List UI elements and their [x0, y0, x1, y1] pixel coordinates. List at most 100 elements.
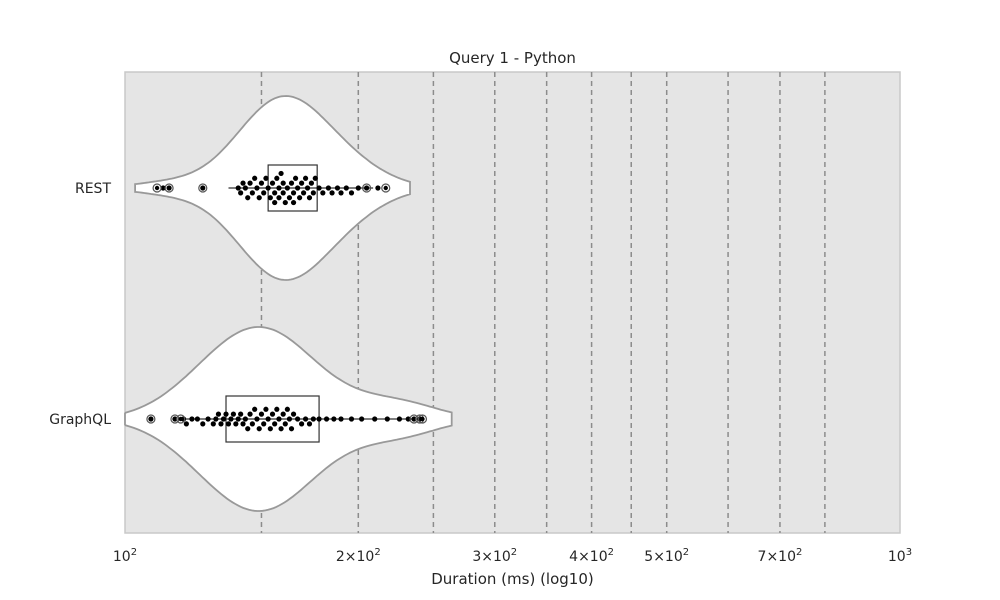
- data-point: [261, 190, 267, 196]
- y-category-label: REST: [75, 181, 111, 197]
- data-point: [269, 411, 276, 417]
- data-point: [249, 421, 255, 427]
- data-point: [295, 416, 301, 422]
- data-point: [290, 411, 297, 417]
- data-point: [282, 421, 288, 427]
- data-point: [267, 426, 273, 432]
- x-tick-label: 2×102: [336, 547, 381, 565]
- data-point: [302, 416, 309, 422]
- data-point: [286, 416, 293, 422]
- data-point: [300, 190, 307, 196]
- data-point: [310, 190, 316, 196]
- data-point: [252, 406, 258, 412]
- data-point: [215, 411, 222, 417]
- data-point: [274, 406, 280, 412]
- data-point: [348, 416, 355, 422]
- x-tick-label: 3×102: [472, 547, 517, 565]
- data-point: [306, 421, 313, 427]
- outlier-dot: [383, 185, 388, 191]
- data-point: [299, 180, 305, 186]
- x-axis-label: Duration (ms) (log10): [431, 570, 593, 588]
- outlier-dot: [200, 185, 205, 191]
- data-point: [183, 421, 189, 427]
- data-point: [306, 195, 313, 201]
- data-point: [225, 421, 232, 427]
- data-point: [228, 416, 234, 422]
- data-point: [320, 190, 326, 196]
- x-tick-label: 7×102: [758, 547, 803, 565]
- data-point: [334, 185, 341, 191]
- data-point: [210, 421, 216, 427]
- data-point: [245, 195, 251, 201]
- data-point: [258, 180, 265, 186]
- x-tick-label: 102: [113, 547, 137, 565]
- data-point: [308, 180, 315, 186]
- data-point: [348, 190, 355, 196]
- data-point: [312, 175, 318, 181]
- data-point: [284, 185, 290, 191]
- data-point: [329, 190, 335, 196]
- data-point: [272, 190, 278, 196]
- chart-title: Query 1 - Python: [449, 49, 576, 67]
- data-point: [218, 421, 224, 427]
- data-point: [278, 170, 284, 177]
- data-point: [331, 416, 337, 422]
- data-point: [288, 180, 295, 186]
- data-point: [205, 416, 211, 422]
- data-point: [238, 411, 244, 417]
- data-point: [310, 416, 316, 422]
- data-point: [280, 411, 286, 417]
- data-point: [213, 416, 219, 422]
- data-point: [256, 195, 262, 201]
- violins: [124, 95, 453, 512]
- outlier-dot: [166, 185, 172, 191]
- y-axis-categories: REST GraphQL: [49, 181, 111, 428]
- x-tick-label: 5×102: [644, 547, 689, 565]
- x-tick-label: 103: [888, 547, 912, 565]
- data-point: [384, 416, 390, 422]
- data-point: [263, 406, 269, 412]
- data-point: [359, 416, 365, 422]
- data-point: [194, 416, 201, 422]
- data-point: [242, 185, 248, 191]
- data-point: [372, 416, 378, 422]
- outlier-point: [176, 414, 186, 424]
- data-point: [292, 175, 299, 181]
- data-point: [272, 421, 278, 427]
- violin-rest: [134, 95, 411, 281]
- data-point: [258, 411, 265, 417]
- data-point: [304, 185, 311, 191]
- data-point: [269, 180, 276, 186]
- data-point: [274, 175, 280, 181]
- data-point: [249, 190, 255, 196]
- data-point: [265, 185, 271, 191]
- data-point: [265, 416, 271, 422]
- data-point: [230, 411, 237, 417]
- data-point: [233, 421, 239, 427]
- data-point: [254, 416, 260, 422]
- data-point: [290, 190, 297, 196]
- data-point: [242, 416, 248, 422]
- outlier-point: [381, 183, 391, 193]
- data-point: [189, 416, 195, 422]
- data-point: [276, 416, 282, 422]
- data-point: [280, 180, 286, 186]
- data-point: [238, 190, 244, 196]
- data-point: [235, 416, 241, 422]
- data-point: [375, 185, 381, 191]
- data-point: [247, 180, 253, 186]
- x-axis-ticks: 102 2×102 3×102 4×102 5×102 7×102 103: [113, 547, 912, 565]
- data-point: [355, 185, 361, 191]
- data-point: [325, 185, 331, 191]
- data-point: [290, 199, 297, 206]
- data-point: [343, 185, 349, 191]
- outlier-dot: [148, 416, 154, 422]
- data-point: [200, 421, 206, 427]
- data-point: [338, 416, 344, 422]
- data-point: [276, 185, 282, 191]
- outlier-point: [146, 414, 156, 424]
- data-point: [316, 185, 322, 191]
- outlier-dot: [411, 416, 417, 422]
- outlier-point: [198, 183, 208, 193]
